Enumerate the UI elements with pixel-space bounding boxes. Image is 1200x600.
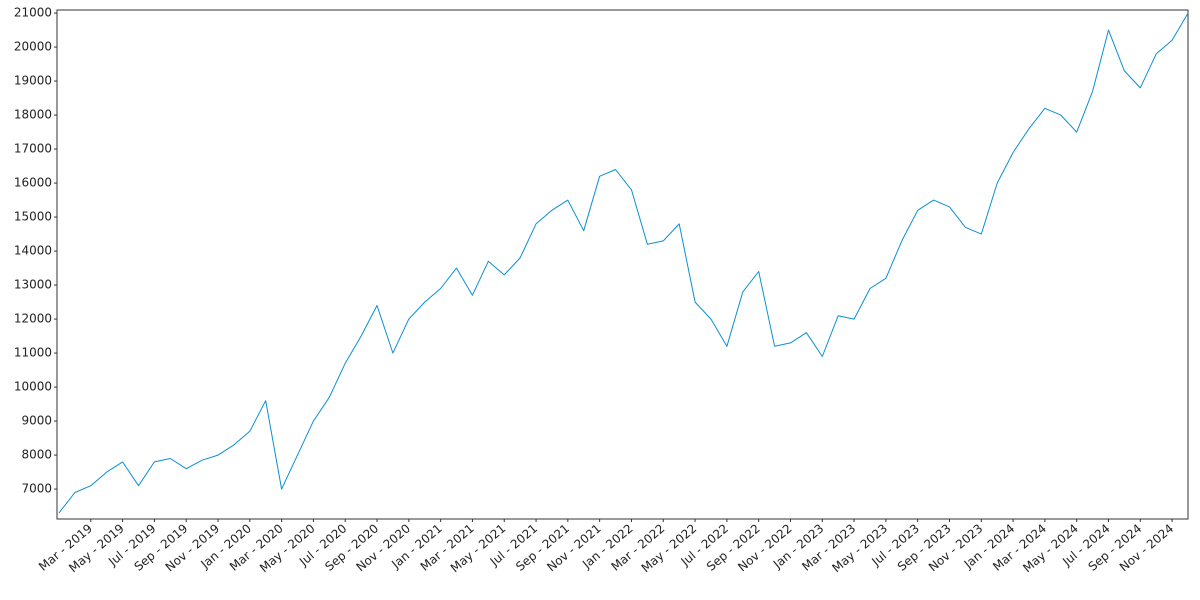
y-tick-label: 17000	[14, 142, 52, 156]
y-tick-label: 21000	[14, 6, 52, 20]
y-tick-label: 15000	[14, 210, 52, 224]
y-tick-label: 14000	[14, 244, 52, 258]
y-tick-label: 9000	[21, 414, 52, 428]
y-tick-label: 12000	[14, 312, 52, 326]
y-tick-label: 13000	[14, 278, 52, 292]
plot-frame	[56, 9, 1189, 520]
y-tick-label: 7000	[21, 482, 52, 496]
y-tick-label: 19000	[14, 74, 52, 88]
y-tick-label: 11000	[14, 346, 52, 360]
y-tick-label: 18000	[14, 108, 52, 122]
line	[58, 12, 1189, 514]
y-tick-label: 20000	[14, 40, 52, 54]
y-tick-label: 8000	[21, 448, 52, 462]
y-tick-label: 10000	[14, 380, 52, 394]
y-tick-label: 16000	[14, 176, 52, 190]
